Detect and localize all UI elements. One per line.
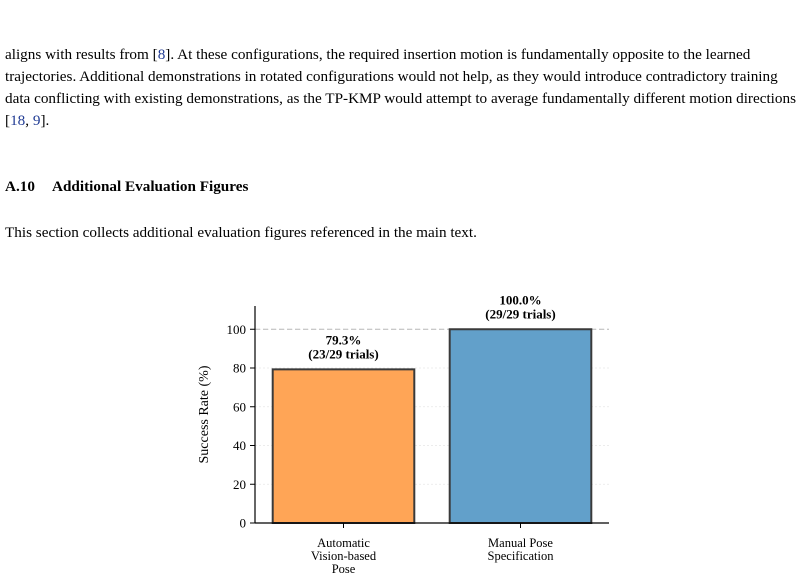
body-paragraph: aligns with results from [8]. At these c…	[5, 46, 796, 129]
citation-link[interactable]: 18	[10, 112, 26, 129]
y-axis-label: Success Rate (%)	[197, 365, 212, 463]
y-tick-label: 60	[233, 399, 246, 414]
citation-link[interactable]: 9	[32, 112, 41, 129]
y-tick-label: 40	[233, 438, 246, 453]
chart-axes	[250, 306, 609, 528]
y-tick-label: 100	[227, 322, 247, 337]
data-label: 79.3% (23/29 trials)	[308, 332, 378, 361]
chart-grid	[255, 328, 609, 485]
section-heading: A.10 Additional Evaluation Figures	[5, 178, 248, 196]
y-tick-label: 80	[233, 361, 246, 376]
bar	[448, 328, 593, 524]
intro-paragraph: This section collects additional evaluat…	[5, 224, 477, 241]
bar	[271, 368, 416, 525]
y-tick-label: 20	[233, 477, 246, 492]
section-number: A.10	[5, 178, 35, 195]
section-title: Additional Evaluation Figures	[52, 178, 249, 195]
citation-link[interactable]: 8	[157, 46, 166, 63]
chart-bars	[271, 328, 593, 525]
x-tick-label: Automatic Vision-based Pose	[311, 536, 377, 576]
chart-labels: 0 20 40 60 80 100 Automatic Vision-based Pose Man…	[197, 292, 556, 576]
y-tick-label: 0	[240, 516, 247, 531]
data-label: 100.0% (29/29 trials)	[485, 292, 555, 321]
x-tick-label: Manual Pose Specification	[488, 536, 555, 563]
